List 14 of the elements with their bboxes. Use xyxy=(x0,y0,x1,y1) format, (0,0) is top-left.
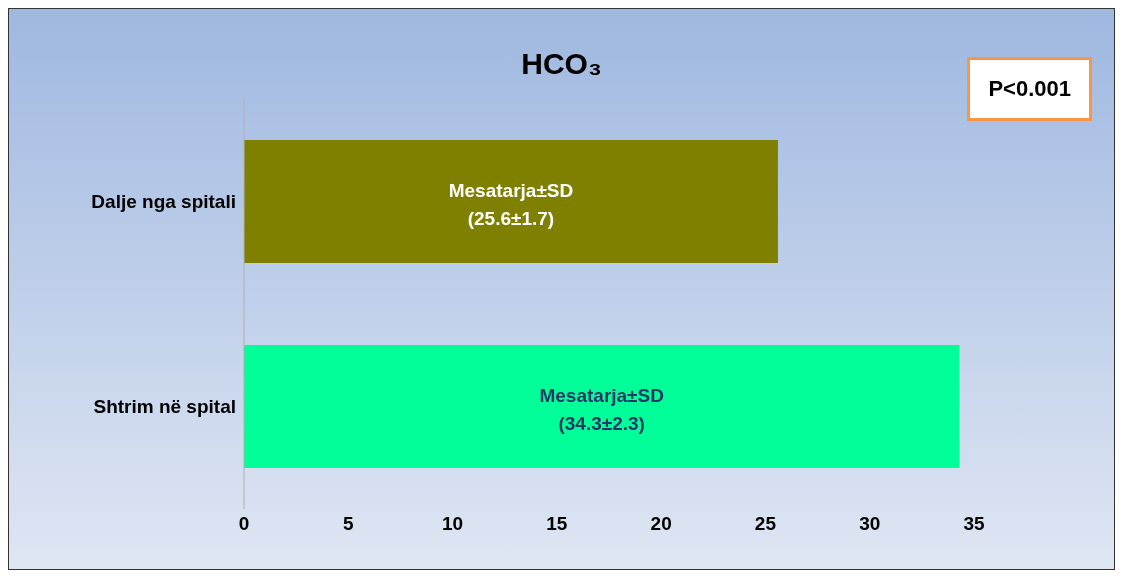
y-tick-label: Shtrim në spital xyxy=(93,396,236,418)
x-tick-label: 35 xyxy=(963,513,985,535)
x-tick-label: 0 xyxy=(238,513,250,535)
x-tick-label: 20 xyxy=(650,513,672,535)
x-tick-label: 15 xyxy=(546,513,568,535)
x-tick-label: 30 xyxy=(859,513,881,535)
y-tick-label: Dalje nga spitali xyxy=(91,191,236,213)
x-tick-label: 5 xyxy=(343,513,354,535)
chart-title: HCO₃ xyxy=(521,47,602,80)
text: P<0.001 xyxy=(967,57,1092,121)
data-label: Mesatarja±SD (25.6±1.7) xyxy=(448,179,574,228)
x-tick-label: 25 xyxy=(754,513,777,535)
x-tick-label: 10 xyxy=(442,513,464,535)
data-label: Mesatarja±SD (34.3±2.3) xyxy=(539,384,664,433)
